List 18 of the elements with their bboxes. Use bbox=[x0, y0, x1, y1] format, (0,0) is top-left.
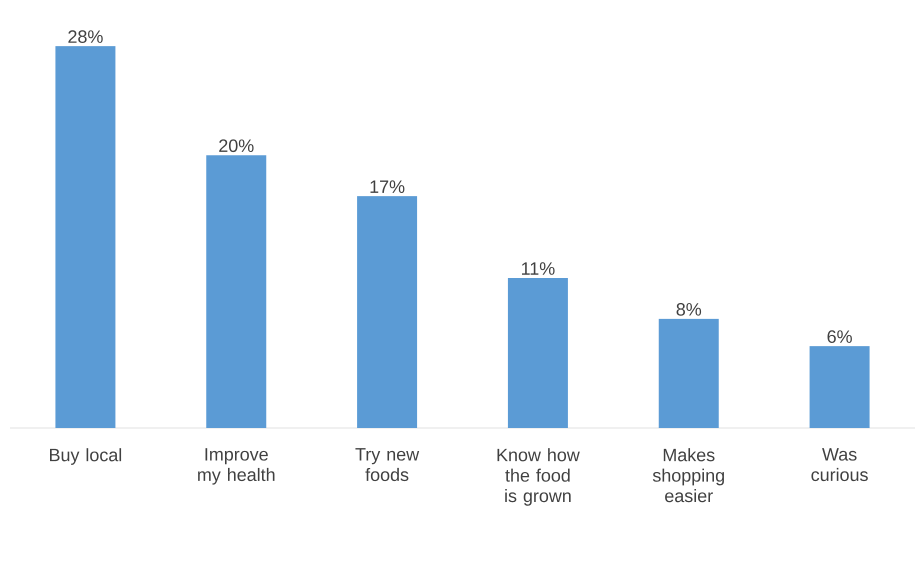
data-label: 6% bbox=[828, 330, 852, 343]
data-label: 8% bbox=[676, 303, 702, 316]
x-tick-label: Know how the food is grown bbox=[498, 448, 580, 506]
x-tick-label: Makes shopping easier bbox=[652, 448, 724, 502]
bar bbox=[55, 46, 116, 428]
bar bbox=[508, 278, 568, 428]
bar bbox=[658, 318, 719, 428]
data-label: 20% bbox=[219, 139, 254, 152]
x-tick-label: Try new foods bbox=[355, 448, 420, 482]
x-tick-label: Was curious bbox=[811, 448, 868, 482]
data-label: 28% bbox=[68, 30, 103, 43]
bar bbox=[810, 346, 870, 428]
data-label: 11% bbox=[522, 262, 555, 275]
x-tick-label: Improve my health bbox=[198, 448, 274, 485]
x-tick-label: Buy local bbox=[50, 448, 122, 465]
bar bbox=[206, 155, 266, 428]
bar bbox=[357, 196, 418, 428]
data-label: 17% bbox=[370, 180, 404, 193]
